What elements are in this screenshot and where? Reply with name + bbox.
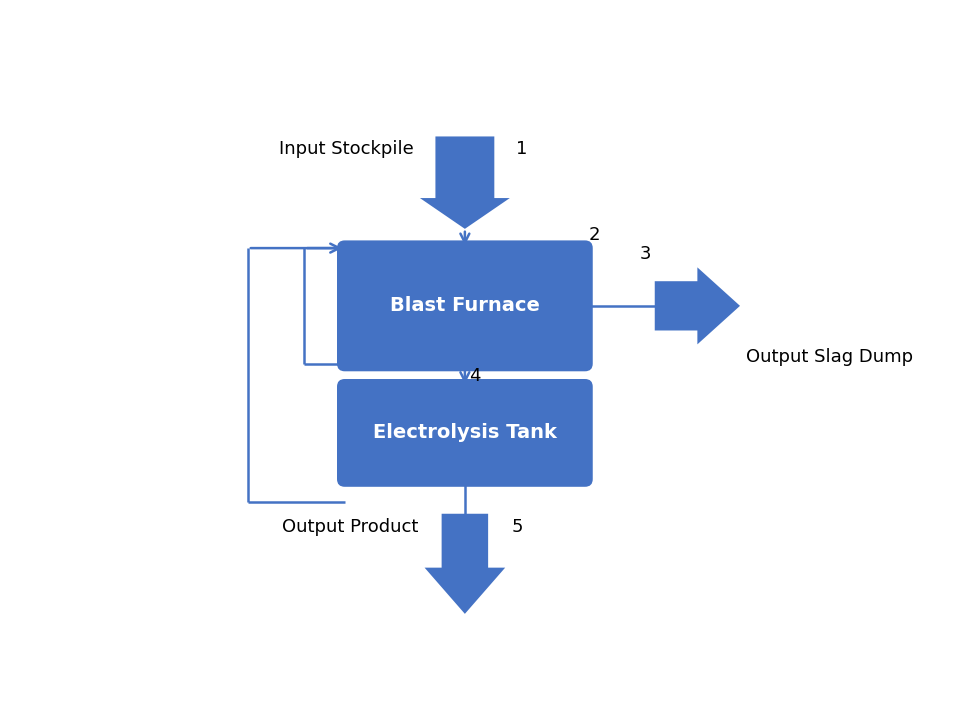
Text: 3: 3 <box>639 246 651 264</box>
Polygon shape <box>420 137 510 229</box>
FancyBboxPatch shape <box>337 240 592 372</box>
Text: 2: 2 <box>588 226 600 244</box>
Text: Blast Furnace: Blast Furnace <box>390 297 540 315</box>
Text: Output Slag Dump: Output Slag Dump <box>746 348 913 366</box>
Text: Input Stockpile: Input Stockpile <box>279 140 414 158</box>
Polygon shape <box>655 267 740 344</box>
Text: Output Product: Output Product <box>282 518 419 536</box>
FancyBboxPatch shape <box>337 379 592 487</box>
Polygon shape <box>424 514 505 614</box>
Text: Electrolysis Tank: Electrolysis Tank <box>372 423 557 442</box>
Text: 5: 5 <box>512 518 523 536</box>
Text: 1: 1 <box>516 140 527 158</box>
Text: 4: 4 <box>468 367 480 385</box>
